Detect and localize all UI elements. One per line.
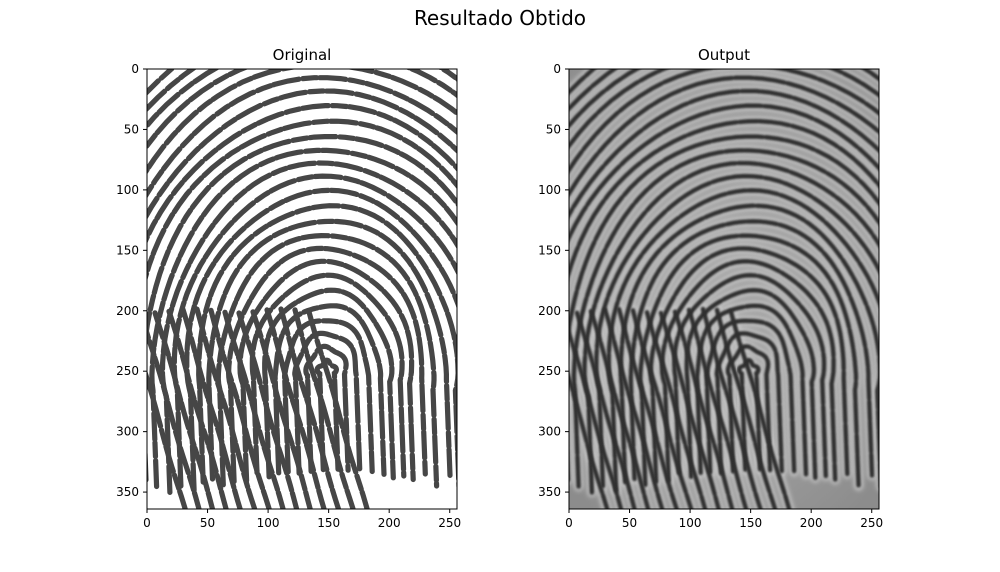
ridge-line [714,307,778,509]
ridge-line [569,75,879,198]
ridge-line [314,357,341,473]
ridge-line [630,308,694,509]
ridge-line [249,272,407,479]
x-tick-label: 0 [565,516,573,530]
x-tick-label: 250 [860,516,883,530]
ridge-line [658,310,722,509]
ridge-line [180,306,243,509]
axes-frame [568,68,880,510]
subplot-title: Original [273,46,332,64]
ridge-line [659,259,838,483]
y-tick-label: 150 [538,243,561,257]
ridge-line [644,310,708,509]
figure-title: Resultado Obtido [413,6,587,30]
fingerprint-output-image [569,69,879,509]
ridge-line [569,88,879,220]
ridge-line [569,371,610,509]
x-tick-label: 250 [438,516,461,530]
ridge-line [728,309,792,509]
y-tick-label: 100 [538,183,561,197]
ridge-line [574,310,637,509]
ridge-line [272,303,387,477]
x-tick-label: 100 [679,516,702,530]
ridge-line [571,148,879,489]
x-tick-label: 200 [378,516,401,530]
ridge-line [166,308,229,509]
x-tick-label: 0 [143,516,151,530]
ridge-line [149,147,457,490]
ridge-line [236,310,300,509]
y-tick-label: 300 [538,425,561,439]
ridge-line [616,306,680,509]
ridge-line [278,306,342,509]
y-tick-label: 250 [116,364,139,378]
x-tick-label: 50 [200,516,215,530]
ridge-line [147,118,457,282]
ridge-line [588,309,651,509]
ridge-line [736,357,763,472]
ridge-line [147,102,457,244]
y-tick-label: 100 [116,183,139,197]
ridge-line [237,258,416,484]
ridge-line [147,88,457,220]
ridge-line [264,307,327,509]
y-tick-label: 250 [538,364,561,378]
axis-ticks: 0 50 100 150 200 250 0 50 100 150 200 250 300 350 [116,62,461,530]
ridge-line [206,218,453,482]
axes-frame [146,68,458,510]
ridge-line [194,306,258,509]
ridge-line [569,134,879,482]
ridge-line [684,287,818,481]
ridge-line [147,370,188,509]
x-tick-label: 100 [257,516,280,530]
ridge-line [694,303,809,477]
y-tick-label: 200 [538,304,561,318]
ridge-line [700,306,763,509]
axis-ticks: 0 50 100 150 200 250 0 50 100 150 200 250 300 350 [538,62,883,530]
ridge-line [262,287,396,481]
ridge-line [152,310,216,509]
ridge-line [569,325,624,509]
ridge-line [672,309,735,509]
ridge-line [250,309,313,509]
y-tick-label: 350 [116,485,139,499]
ridge-line [306,309,370,509]
subplot-output: Output 0 50 100 150 200 250 0 50 100 150 200 250 300… [538,46,883,530]
y-tick-label: 150 [116,243,139,257]
y-tick-label: 0 [553,62,561,76]
x-tick-label: 150 [317,516,340,530]
ridge-line [569,118,879,281]
ridge-line [147,75,457,199]
x-tick-label: 150 [739,516,762,530]
subplot-original: Original 0 50 100 150 200 250 0 50 100 150 200 250 3… [116,46,461,530]
ridge-line [725,344,773,474]
x-tick-label: 50 [622,516,637,530]
ridge-line [222,309,286,509]
y-tick-label: 200 [116,304,139,318]
y-tick-label: 350 [538,485,561,499]
ridge-line [602,307,665,509]
ridge-line [303,343,351,474]
ridge-line [569,103,879,244]
ridge-line [686,307,749,509]
y-tick-label: 50 [546,122,561,136]
subplot-title: Output [698,46,750,64]
y-tick-label: 50 [124,122,139,136]
ridge-line [292,330,363,476]
ridge-line [628,218,875,482]
ridge-line [147,324,202,509]
ridge-line [147,134,457,483]
ridge-line [208,307,272,509]
fingerprint-original-image [147,69,457,509]
ridge-line [292,307,356,509]
y-tick-label: 300 [116,425,139,439]
y-tick-label: 0 [131,62,139,76]
ridge-line [714,331,785,476]
ridge-line [671,272,829,479]
x-tick-label: 200 [800,516,823,530]
